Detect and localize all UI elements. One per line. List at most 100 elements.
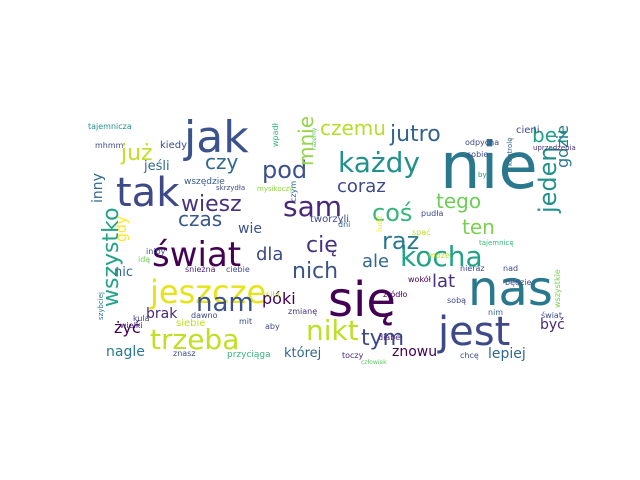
- word: czym: [289, 181, 298, 202]
- word: wielki: [120, 321, 143, 330]
- word: mhmm: [95, 141, 124, 150]
- word: nie: [440, 130, 538, 204]
- word: kula: [133, 314, 150, 323]
- word: ciebie: [226, 265, 250, 274]
- word: diabeł: [378, 333, 403, 342]
- word: jeśli: [143, 159, 170, 174]
- word: odpycha: [465, 138, 499, 147]
- word: ale: [362, 251, 389, 272]
- word: człowiek: [361, 359, 387, 366]
- word: gdy: [114, 216, 130, 242]
- word: ludź: [375, 215, 384, 232]
- word: sobą: [447, 296, 466, 305]
- word: której: [284, 346, 321, 361]
- word: chcę: [460, 351, 479, 360]
- word: lepiej: [488, 346, 526, 362]
- word: nas: [468, 261, 553, 317]
- word: tym: [361, 326, 404, 351]
- word: brak: [146, 306, 178, 322]
- word: bez: [532, 123, 568, 147]
- word: kiedy: [160, 140, 187, 151]
- word: pudła: [421, 209, 444, 218]
- word: tajemnicza: [88, 122, 132, 131]
- word: coś: [372, 199, 412, 227]
- word: wszędzie: [184, 177, 225, 187]
- word: czy: [205, 150, 238, 174]
- word: wszystkie: [553, 269, 562, 308]
- word: siebie: [176, 318, 205, 329]
- word: dni: [338, 220, 350, 229]
- word: nich: [292, 259, 338, 284]
- word: inny: [90, 173, 106, 203]
- word: wiesz: [181, 192, 242, 217]
- word: iniby: [146, 247, 166, 256]
- word: szybciej: [97, 292, 105, 320]
- word: mnie: [294, 116, 318, 166]
- word: wszystko: [99, 207, 124, 307]
- word: czas: [178, 207, 222, 231]
- word: sam: [283, 190, 342, 223]
- word: skrzydła: [216, 184, 245, 192]
- word: trzeba: [150, 323, 239, 356]
- word: ten: [462, 215, 495, 239]
- word: zmianę: [288, 307, 317, 316]
- word: jutro: [389, 122, 441, 147]
- word: póki: [262, 289, 296, 308]
- word: tajemnicę: [479, 239, 514, 247]
- word: już: [120, 141, 153, 166]
- word: każdy: [338, 146, 420, 179]
- word: świat: [541, 310, 562, 320]
- word: cieni: [516, 125, 540, 136]
- word: gdzie: [553, 125, 572, 168]
- word: jest: [437, 309, 510, 355]
- word: mysikoczy: [257, 185, 293, 193]
- word: nieraz: [460, 264, 485, 273]
- word: jeszcze: [149, 273, 266, 311]
- word: świat: [152, 235, 241, 275]
- word: znasz: [173, 349, 196, 358]
- word: aby: [265, 322, 280, 331]
- word: żyć: [114, 318, 141, 337]
- word: będzie: [505, 278, 532, 287]
- word: raz: [382, 227, 419, 255]
- word: sobie: [467, 150, 488, 159]
- word: przyciąga: [227, 350, 271, 360]
- word: mit: [239, 317, 252, 326]
- word: coraz: [337, 176, 386, 197]
- word: się: [328, 272, 396, 328]
- word: czemu: [320, 116, 386, 140]
- word: uprzedzenia: [533, 144, 576, 152]
- word: wpadł: [271, 122, 280, 147]
- word: toczy: [342, 351, 364, 360]
- word: cię: [306, 233, 338, 258]
- word: pod: [262, 156, 307, 184]
- word: nad: [503, 264, 518, 273]
- word: siła: [266, 290, 280, 299]
- word: tworzyli: [310, 214, 349, 225]
- word: był: [478, 171, 489, 179]
- word: dla: [256, 244, 283, 265]
- word: dawno: [191, 311, 218, 320]
- word: znowu: [392, 344, 437, 360]
- word: może: [428, 251, 450, 260]
- word: nic: [114, 265, 133, 280]
- word: spać: [412, 227, 431, 237]
- word: źródło: [383, 289, 408, 299]
- word: nikt: [306, 314, 359, 347]
- word: kontrolę: [506, 137, 514, 166]
- word: tak: [116, 170, 180, 216]
- cloud-background: [80, 104, 581, 371]
- word: jeden: [534, 146, 562, 214]
- word: wokół: [408, 274, 432, 284]
- word: idą: [138, 255, 150, 264]
- word: kocha: [400, 240, 483, 273]
- word: być: [540, 317, 565, 333]
- word: tego: [436, 189, 481, 213]
- word: jak: [183, 112, 249, 163]
- word: śnieżna: [185, 264, 216, 274]
- word: nagle: [106, 344, 145, 360]
- word: nim: [488, 308, 503, 317]
- word: razemy: [311, 127, 318, 150]
